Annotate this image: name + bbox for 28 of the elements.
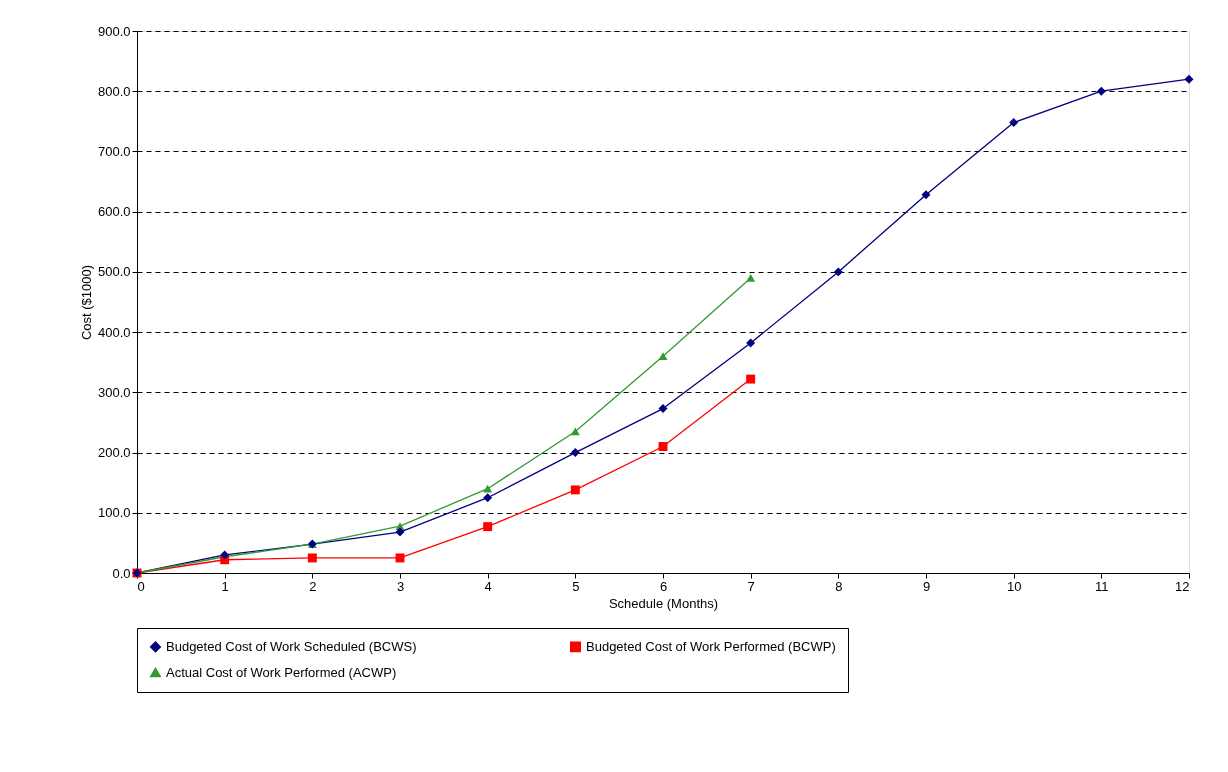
y-tick-label: 900.0 [97, 23, 131, 39]
legend-label: Actual Cost of Work Performed (ACWP) [166, 664, 397, 680]
x-tick-label: 9 [922, 578, 931, 594]
x-tick-label: 5 [572, 578, 580, 594]
x-tick-label: 7 [747, 578, 755, 594]
legend-label: Budgeted Cost of Work Scheduled (BCWS) [166, 638, 417, 654]
y-tick-label: 100.0 [97, 505, 131, 521]
y-tick-label: 700.0 [97, 143, 131, 159]
y-tick-label: 800.0 [97, 83, 131, 99]
y-tick-label: 500.0 [97, 264, 131, 280]
x-tick-label: 8 [835, 578, 843, 594]
x-tick-label: 0 [137, 578, 145, 594]
x-tick-label: 3 [396, 578, 405, 594]
y-tick-label: 400.0 [97, 324, 131, 340]
x-tick-label: 2 [309, 578, 317, 594]
y-tick-label: 0.0 [112, 565, 131, 581]
x-tick-label: 12 [1175, 578, 1190, 594]
y-tick-label: 600.0 [97, 204, 131, 220]
legend-label: Budgeted Cost of Work Performed (BCWP) [586, 638, 836, 654]
x-tick-label: 1 [221, 578, 229, 594]
y-axis-title: Cost ($1000) [78, 264, 94, 341]
x-tick-label: 10 [1006, 578, 1022, 594]
x-tick-label: 4 [484, 578, 492, 594]
y-tick-label: 200.0 [97, 445, 131, 461]
x-tick-label: 6 [659, 578, 668, 594]
y-tick-label: 300.0 [97, 384, 131, 400]
x-tick-label: 11 [1095, 578, 1109, 594]
x-axis-title: Schedule (Months) [608, 595, 719, 611]
